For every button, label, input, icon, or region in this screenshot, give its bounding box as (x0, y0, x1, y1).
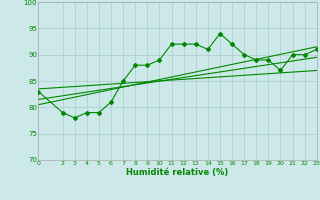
X-axis label: Humidité relative (%): Humidité relative (%) (126, 168, 229, 177)
